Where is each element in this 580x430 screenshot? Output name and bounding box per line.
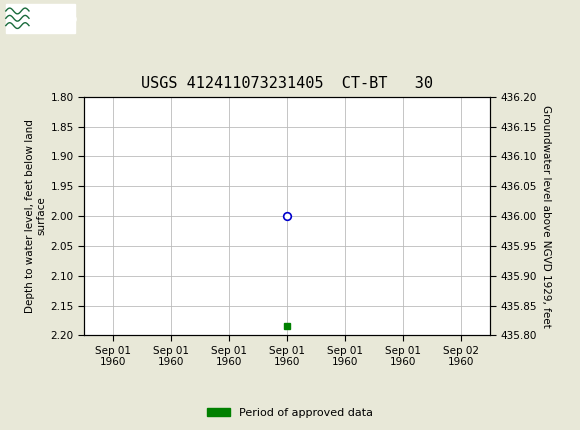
Y-axis label: Groundwater level above NGVD 1929, feet: Groundwater level above NGVD 1929, feet	[541, 104, 551, 328]
Legend: Period of approved data: Period of approved data	[203, 403, 377, 422]
FancyBboxPatch shape	[6, 3, 75, 33]
Title: USGS 412411073231405  CT-BT   30: USGS 412411073231405 CT-BT 30	[141, 77, 433, 92]
Text: USGS: USGS	[32, 11, 79, 26]
Y-axis label: Depth to water level, feet below land
surface: Depth to water level, feet below land su…	[25, 119, 46, 313]
